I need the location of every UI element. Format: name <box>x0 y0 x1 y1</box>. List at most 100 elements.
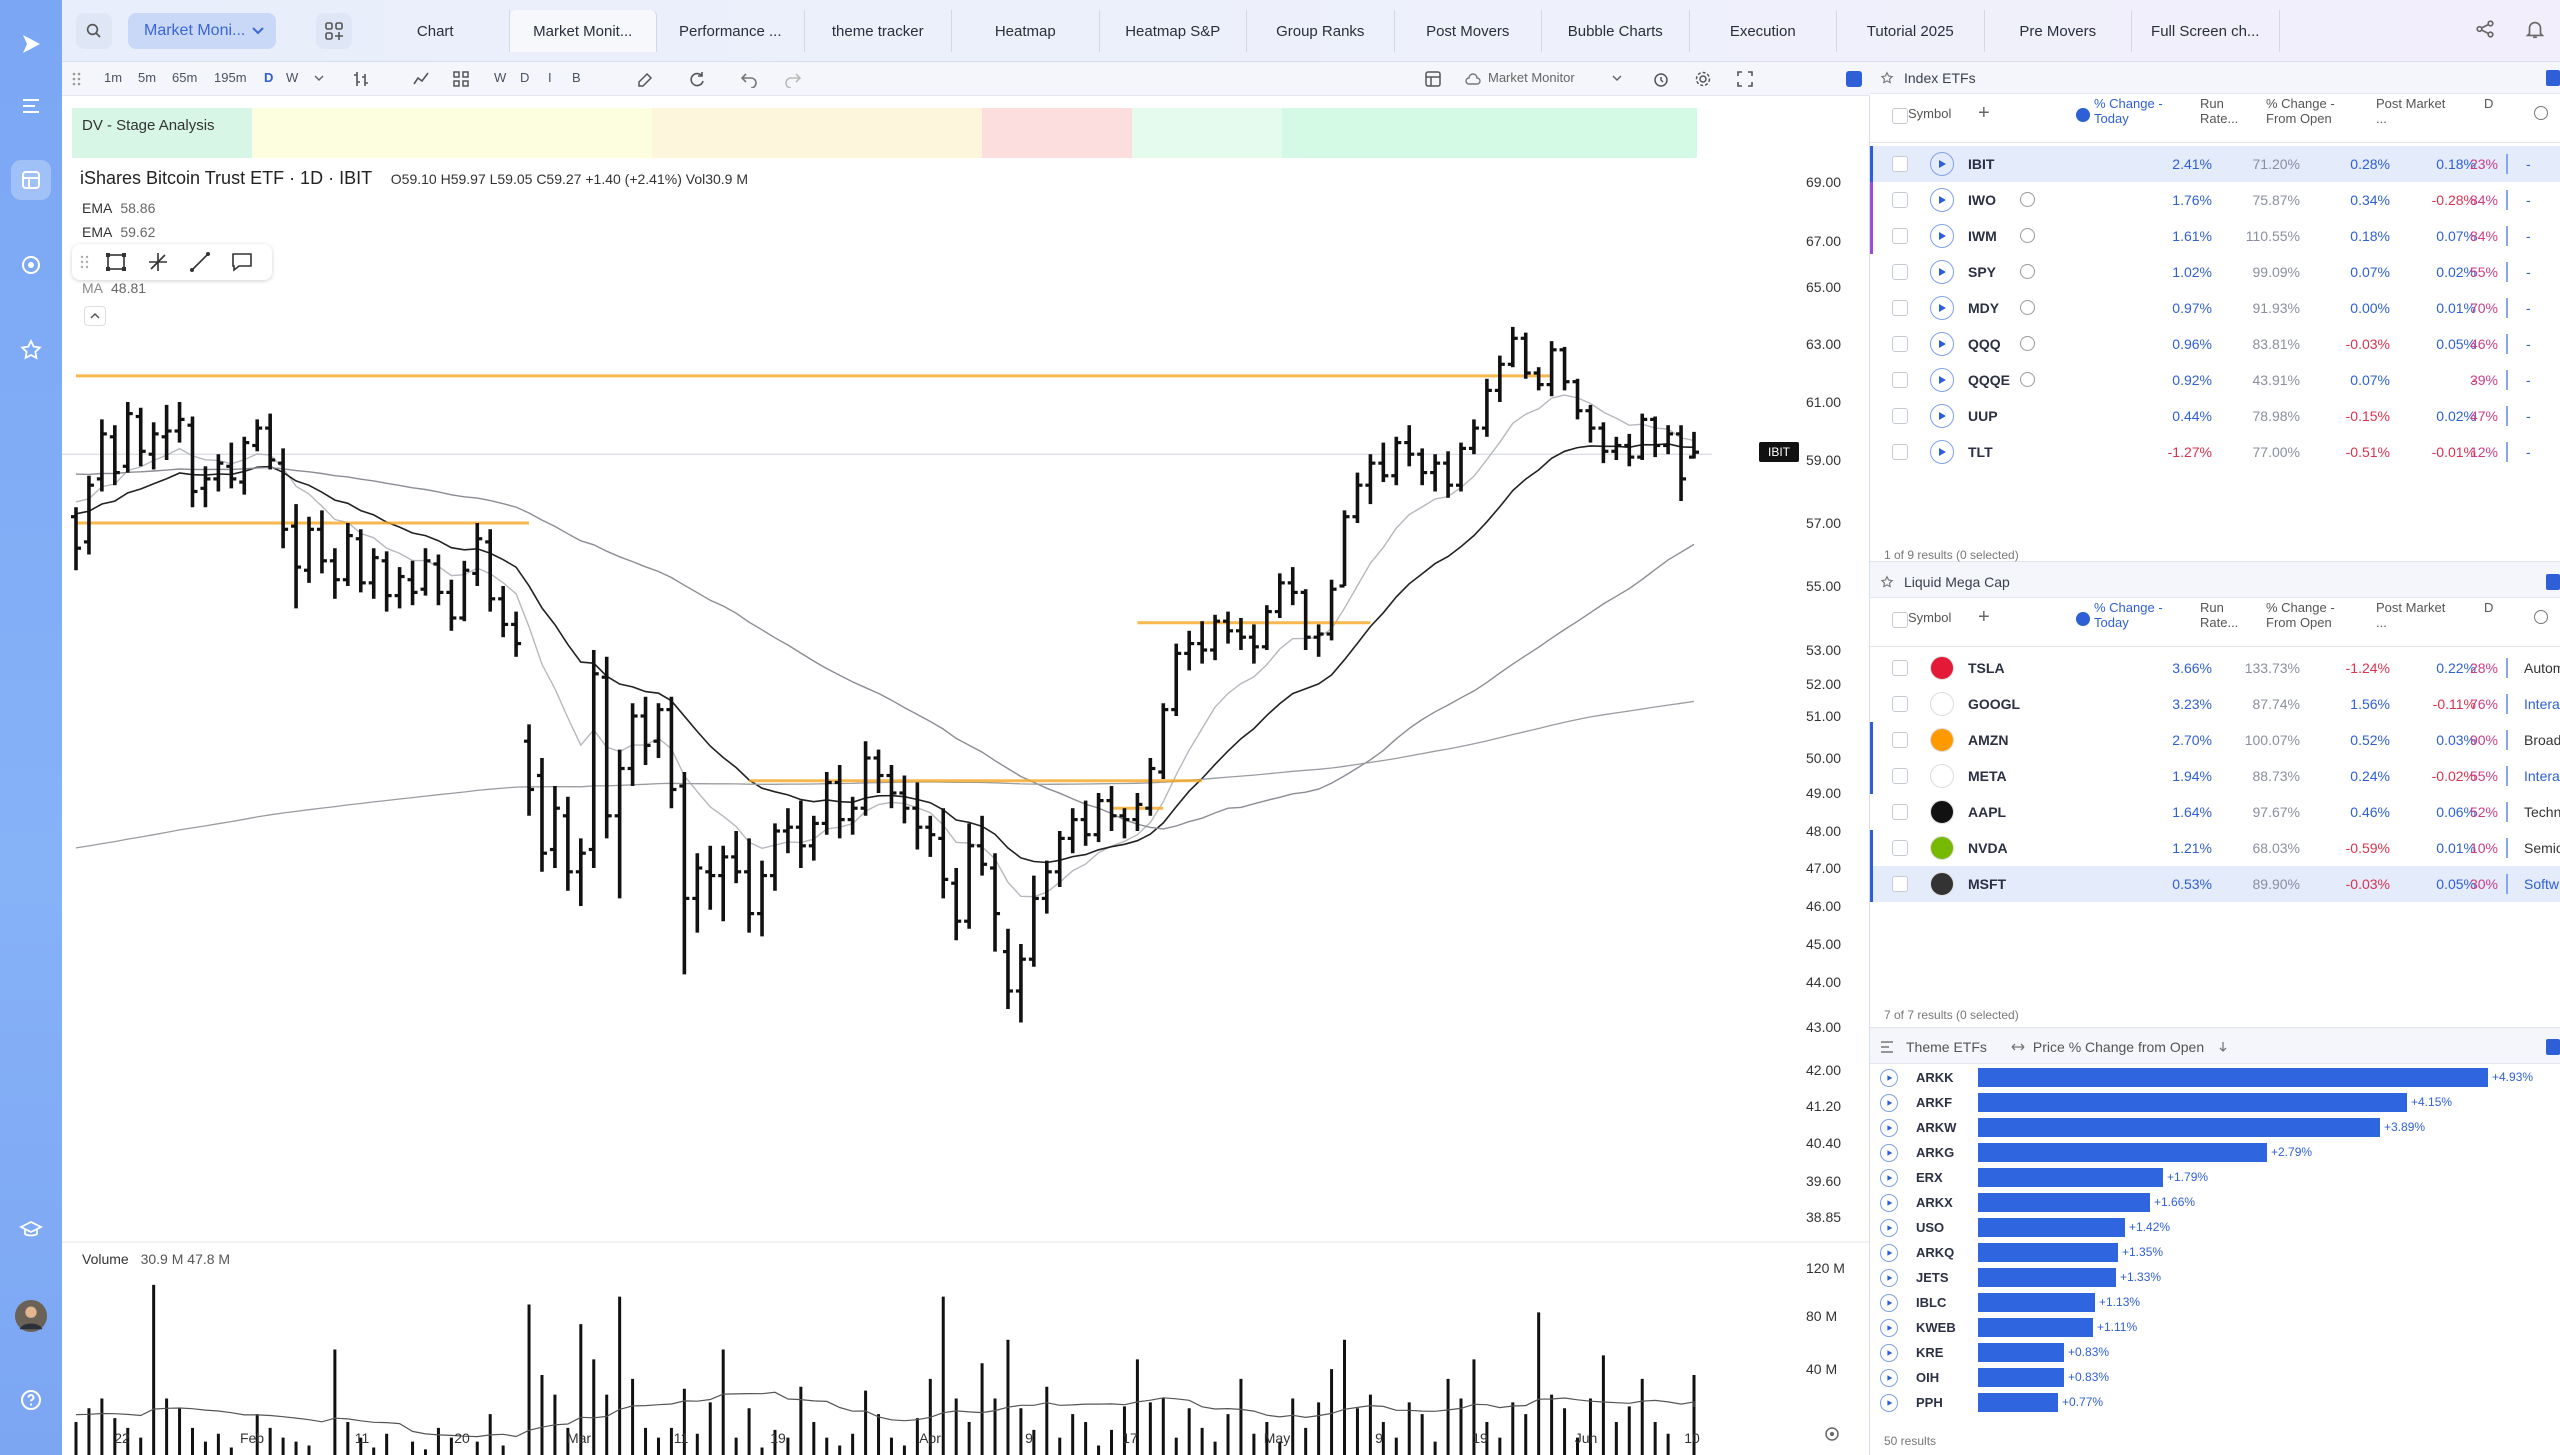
play-icon[interactable] <box>1880 1319 1898 1337</box>
bar-style-icon[interactable] <box>352 70 370 88</box>
row-symbol[interactable]: TSLA <box>1968 660 2005 676</box>
indicator-ema-2[interactable]: EMA 59.62 <box>82 224 156 240</box>
theme-bar-row[interactable]: KRE +0.83% <box>1870 1340 2560 1365</box>
tab-5[interactable]: Heatmap S&P <box>1100 10 1247 52</box>
comment-tool-icon[interactable] <box>230 250 254 274</box>
theme-bar-row[interactable]: PPH +0.77% <box>1870 1390 2560 1415</box>
play-icon[interactable] <box>1930 440 1954 464</box>
panel-color-swatch[interactable] <box>2546 1039 2560 1055</box>
chevron-down-icon[interactable] <box>1612 74 1622 82</box>
play-icon[interactable] <box>1930 152 1954 176</box>
col-post-market[interactable]: Post Market ... <box>2376 96 2446 126</box>
panel-layout-icon[interactable] <box>1424 70 1442 88</box>
table-row[interactable]: AMZN 2.70% 100.07% 0.52% 0.03% 90% Broad <box>1870 722 2560 758</box>
theme-bar-row[interactable]: USO +1.42% <box>1870 1215 2560 1240</box>
refresh-icon[interactable] <box>688 70 706 88</box>
radar-icon[interactable] <box>11 245 51 285</box>
col-change-open[interactable]: % Change - From Open <box>2266 96 2335 126</box>
layout-grid-button[interactable] <box>316 13 352 49</box>
row-checkbox[interactable] <box>1892 408 1908 424</box>
row-symbol[interactable]: MSFT <box>1968 876 2007 892</box>
row-checkbox[interactable] <box>1892 300 1908 316</box>
holdings-icon[interactable] <box>2020 192 2035 207</box>
play-icon[interactable] <box>1880 1269 1898 1287</box>
style-b[interactable]: B <box>572 70 581 85</box>
row-checkbox[interactable] <box>1892 372 1908 388</box>
col-d[interactable]: D <box>2484 600 2494 615</box>
theme-metric-label[interactable]: Price % Change from Open <box>2032 1038 2205 1055</box>
holdings-icon[interactable] <box>2020 264 2035 279</box>
layout-name-label[interactable]: Market Monitor <box>1488 70 1575 85</box>
theme-symbol[interactable]: ARKQ <box>1916 1245 1955 1260</box>
layout-select[interactable]: Market Moni... <box>128 13 276 49</box>
select-all-checkbox[interactable] <box>1892 108 1908 124</box>
play-icon[interactable] <box>1880 1219 1898 1237</box>
play-icon[interactable] <box>1930 296 1954 320</box>
play-icon[interactable] <box>1880 1069 1898 1087</box>
row-symbol[interactable]: SPY <box>1968 264 1997 280</box>
star-icon[interactable] <box>1880 574 1894 589</box>
search-button[interactable] <box>76 13 112 49</box>
tab-4[interactable]: Heatmap <box>952 10 1100 52</box>
table-row[interactable]: MSFT 0.53% 89.90% -0.03% 0.05% 30% Softw <box>1870 866 2560 902</box>
style-i[interactable]: I <box>548 70 552 85</box>
theme-bar-row[interactable]: ARKX +1.66% <box>1870 1190 2560 1215</box>
drag-handle-icon[interactable] <box>72 72 82 86</box>
interval-1m[interactable]: 1m <box>104 70 123 85</box>
price-chart[interactable]: 69.00 67.00 65.00 63.00 61.00 59.00 57.00 55.00… <box>62 96 1870 1455</box>
col-run-rate[interactable]: Run Rate... <box>2200 96 2239 126</box>
theme-symbol[interactable]: JETS <box>1916 1270 1949 1285</box>
style-d[interactable]: D <box>520 70 530 85</box>
row-checkbox[interactable] <box>1892 660 1908 676</box>
gear-icon[interactable] <box>1694 70 1712 88</box>
col-change-today[interactable]: % Change - Today <box>2094 600 2163 630</box>
indicator-ma[interactable]: MA 48.81 <box>82 280 147 296</box>
sma-50-line[interactable] <box>75 466 1695 830</box>
table-row[interactable]: TLT -1.27% 77.00% -0.51% -0.01% 12% - <box>1870 434 2560 470</box>
table-row[interactable]: TSLA 3.66% 133.73% -1.24% 0.22% 28% Autom <box>1870 650 2560 686</box>
play-icon[interactable] <box>1930 260 1954 284</box>
dashboard-icon[interactable] <box>11 160 51 200</box>
row-symbol[interactable]: META <box>1968 768 2007 784</box>
row-checkbox[interactable] <box>1892 192 1908 208</box>
col-change-today[interactable]: % Change - Today <box>2094 96 2163 126</box>
tab-12[interactable]: Full Screen ch... <box>2132 10 2280 52</box>
star-icon[interactable] <box>11 330 51 370</box>
row-checkbox[interactable] <box>1892 768 1908 784</box>
play-icon[interactable] <box>1880 1194 1898 1212</box>
table-row[interactable]: IWM 1.61% 110.55% 0.18% 0.07% 84% - <box>1870 218 2560 254</box>
theme-bar-row[interactable]: OIH +0.83% <box>1870 1365 2560 1390</box>
row-checkbox[interactable] <box>1892 876 1908 892</box>
theme-symbol[interactable]: KRE <box>1916 1345 1944 1360</box>
row-checkbox[interactable] <box>1892 264 1908 280</box>
play-icon[interactable] <box>1880 1344 1898 1362</box>
tab-2[interactable]: Performance ... <box>657 10 805 52</box>
theme-symbol[interactable]: ARKK <box>1916 1070 1954 1085</box>
redo-icon[interactable] <box>784 70 802 88</box>
row-symbol[interactable]: QQQE <box>1968 372 2011 388</box>
tab-8[interactable]: Bubble Charts <box>1542 10 1690 52</box>
sort-icon[interactable] <box>2218 1041 2228 1053</box>
table-row[interactable]: AAPL 1.64% 97.67% 0.46% 0.06% 52% Techn <box>1870 794 2560 830</box>
table-row[interactable]: QQQE 0.92% 43.91% 0.07% -39% - <box>1870 362 2560 398</box>
avatar[interactable] <box>11 1296 51 1336</box>
table-row[interactable]: QQQ 0.96% 83.81% -0.03% 0.05% 46% - <box>1870 326 2560 362</box>
indicator-ema-1[interactable]: EMA 58.86 <box>82 200 156 216</box>
interval-65m[interactable]: 65m <box>172 70 198 85</box>
theme-symbol[interactable]: ARKX <box>1916 1195 1953 1210</box>
eraser-icon[interactable] <box>636 70 654 88</box>
tab-10[interactable]: Tutorial 2025 <box>1837 10 1985 52</box>
theme-bar-row[interactable]: ARKK +4.93% <box>1870 1065 2560 1090</box>
play-icon[interactable] <box>1930 188 1954 212</box>
menu-icon[interactable] <box>11 86 51 126</box>
row-symbol[interactable]: AAPL <box>1968 804 2007 820</box>
play-icon[interactable] <box>1880 1169 1898 1187</box>
interval-195m[interactable]: 195m <box>214 70 247 85</box>
share-icon[interactable] <box>2474 18 2496 45</box>
row-checkbox[interactable] <box>1892 156 1908 172</box>
column-settings-icon[interactable] <box>2534 106 2548 120</box>
add-symbol-button[interactable]: + <box>1978 606 1990 628</box>
table-row[interactable]: UUP 0.44% 78.98% -0.15% 0.02% 47% - <box>1870 398 2560 434</box>
help-icon[interactable] <box>11 1380 51 1420</box>
play-icon[interactable] <box>1930 404 1954 428</box>
